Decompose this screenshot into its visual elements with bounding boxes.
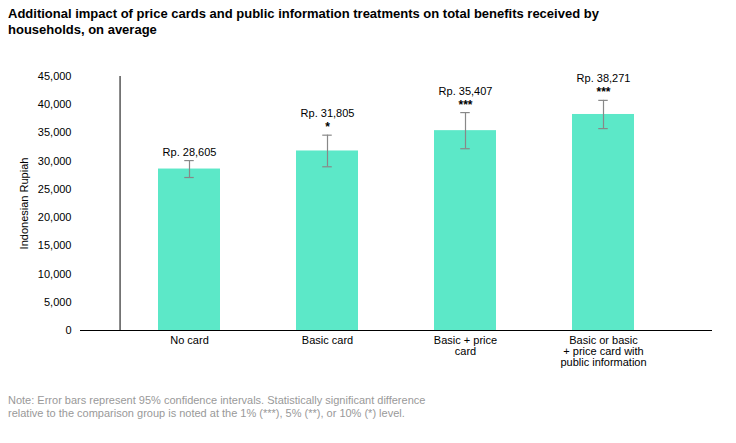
- svg-text:No card: No card: [170, 334, 209, 346]
- svg-text:15,000: 15,000: [38, 239, 72, 251]
- svg-text:*: *: [325, 120, 330, 134]
- svg-text:Rp. 38,271: Rp. 38,271: [577, 72, 631, 84]
- svg-text:Rp. 35,407: Rp. 35,407: [439, 85, 493, 97]
- svg-text:5,000: 5,000: [44, 296, 72, 308]
- svg-text:20,000: 20,000: [38, 211, 72, 223]
- svg-text:40,000: 40,000: [38, 98, 72, 110]
- svg-text:Rp. 28,605: Rp. 28,605: [163, 146, 217, 158]
- svg-text:Rp. 31,805: Rp. 31,805: [301, 107, 355, 119]
- svg-text:25,000: 25,000: [38, 183, 72, 195]
- svg-text:30,000: 30,000: [38, 155, 72, 167]
- svg-text:Basic or basic+ price card wit: Basic or basic+ price card withpublic in…: [560, 334, 646, 368]
- svg-text:Basic + pricecard: Basic + pricecard: [434, 334, 497, 357]
- svg-text:***: ***: [596, 85, 610, 99]
- svg-text:Indonesian Rupiah: Indonesian Rupiah: [18, 158, 30, 250]
- html-text:Note: Error bars represent 95%: Note: Error bars represent 95% confidenc…: [8, 394, 426, 419]
- svg-text:10,000: 10,000: [38, 268, 72, 280]
- svg-text:***: ***: [458, 98, 472, 112]
- svg-text:45,000: 45,000: [38, 70, 72, 82]
- svg-text:35,000: 35,000: [38, 126, 72, 138]
- svg-text:0: 0: [65, 324, 71, 336]
- svg-text:Basic card: Basic card: [302, 334, 353, 346]
- html-text:Additional impact of price car: Additional impact of price cards and pub…: [8, 6, 599, 37]
